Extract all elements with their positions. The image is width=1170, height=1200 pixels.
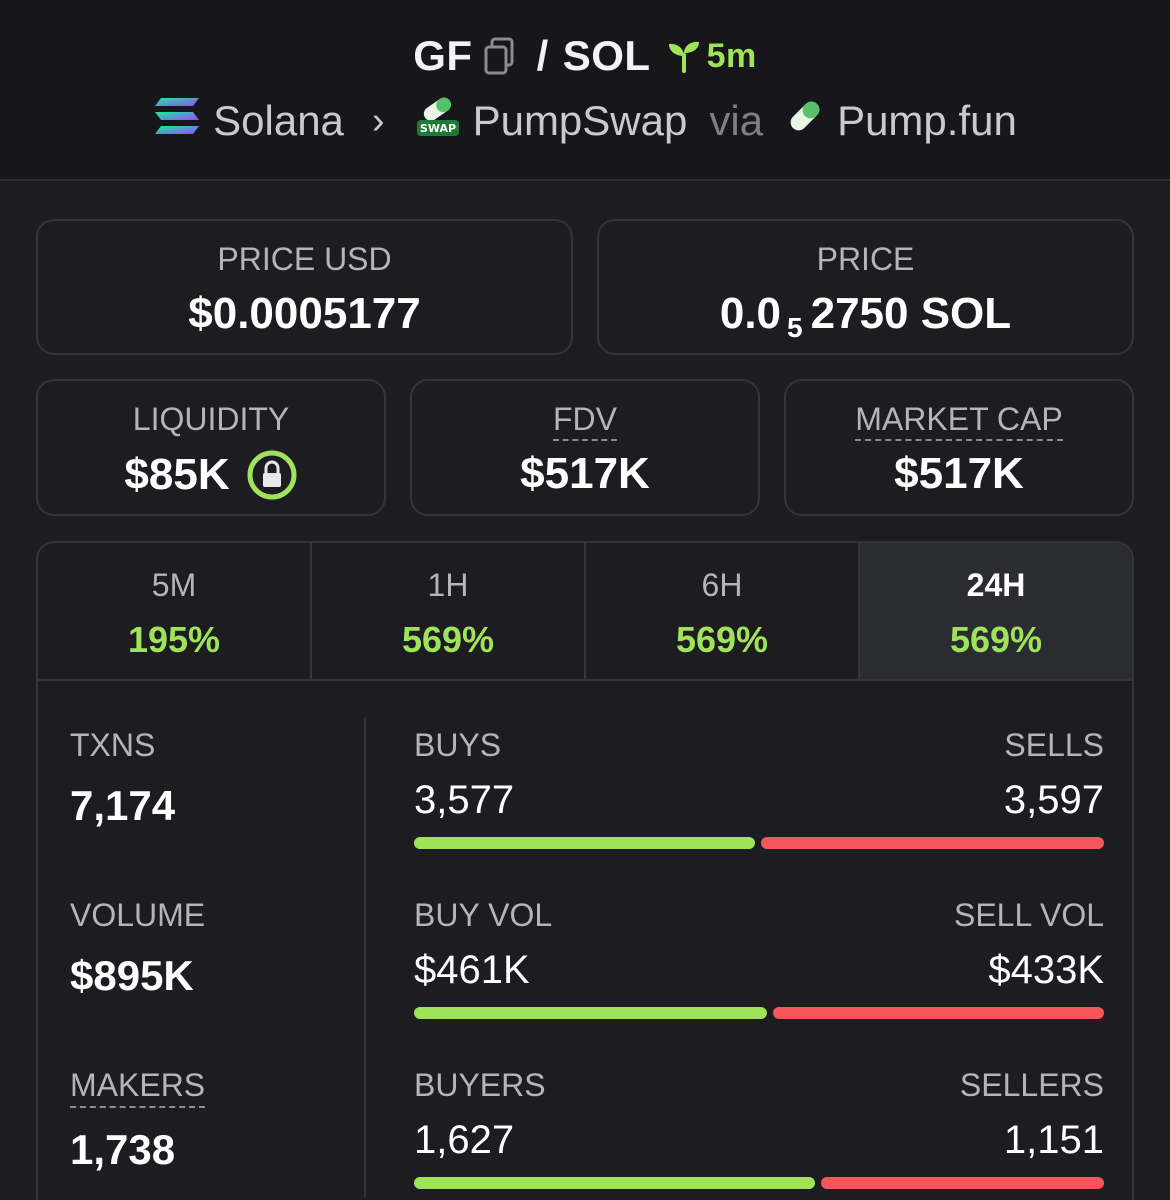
buys-sells-bar (414, 837, 1104, 849)
lock-icon[interactable] (246, 449, 298, 501)
tab-6h[interactable]: 6H 569% (586, 543, 860, 681)
launchpad-link[interactable]: Pump.fun (837, 97, 1017, 144)
buyers-value: 1,627 (414, 1118, 515, 1162)
via-label: via (709, 97, 764, 144)
pair-age: 5m (706, 36, 757, 75)
pair-separator: / (536, 32, 549, 79)
makers-label[interactable]: MAKERS (70, 1067, 206, 1108)
txns-stat: TXNS 7,174 (70, 727, 175, 830)
pair-age-badge: 5m (667, 37, 757, 76)
tab-label: 24H (966, 567, 1026, 603)
liquidity-card: LIQUIDITY $85K (36, 379, 386, 516)
buys-value: 3,577 (414, 778, 515, 822)
makers-pair: BUYERS SELLERS 1,627 1,151 (414, 1067, 1104, 1189)
tab-1h[interactable]: 1H 569% (312, 543, 586, 681)
buys-label: BUYS (414, 727, 502, 763)
buy-vol-value: $461K (414, 948, 530, 992)
price-usd-value: $0.0005177 (188, 289, 421, 338)
tab-change: 569% (401, 619, 495, 660)
fdv-label[interactable]: FDV (553, 401, 617, 441)
volume-label: VOLUME (70, 897, 206, 933)
quote-symbol: SOL (562, 32, 651, 79)
txns-value: 7,174 (70, 782, 176, 829)
tab-label: 1H (427, 567, 469, 603)
pumpswap-icon: SWAP (415, 94, 461, 148)
volume-value: $895K (70, 952, 194, 999)
market-cap-label[interactable]: MARKET CAP (855, 401, 1063, 441)
stats-panel: TXNS 7,174 VOLUME $895K MAKERS 1,738 BUY… (36, 679, 1134, 1200)
tab-24h[interactable]: 24H 569% (860, 543, 1132, 681)
market-cap-value: $517K (894, 449, 1024, 498)
price-prefix: 0.0 (719, 289, 782, 338)
sell-bar (761, 837, 1104, 849)
volume-stat: VOLUME $895K (70, 897, 205, 1000)
tab-label: 6H (701, 567, 743, 603)
fdv-label-wrap: FDV (412, 401, 758, 441)
fdv-value: $517K (520, 449, 650, 498)
buy-bar (414, 1007, 767, 1019)
sprout-icon (668, 41, 699, 73)
tab-5m[interactable]: 5M 195% (38, 543, 312, 681)
sell-vol-value: $433K (988, 948, 1104, 992)
txns-label: TXNS (70, 727, 156, 763)
pair-title: GF / SOL 5m (0, 28, 1170, 84)
buy-bar (414, 837, 756, 849)
pumpfun-icon (785, 96, 825, 146)
sell-bar (772, 1007, 1104, 1019)
pair-header: GF / SOL 5m Solana › SWAP PumpSwap via P… (0, 0, 1170, 181)
solana-icon (153, 96, 201, 146)
price-suffix: 2750 SOL (810, 289, 1012, 338)
liquidity-value: $85K (124, 450, 230, 499)
sellers-label: SELLERS (959, 1067, 1104, 1103)
mcap-label-wrap: MARKET CAP (786, 401, 1132, 441)
market-cap-card: MARKET CAP $517K (784, 379, 1134, 516)
dex-link[interactable]: PumpSwap (472, 97, 688, 144)
liquidity-label: LIQUIDITY (132, 401, 290, 437)
chevron-right-icon: › (371, 99, 385, 142)
tab-change: 195% (127, 619, 221, 660)
makers-stat: MAKERS 1,738 (70, 1067, 206, 1174)
svg-text:SWAP: SWAP (420, 122, 456, 135)
price-native-value: 0.0 5 2750 SOL (599, 289, 1132, 343)
sells-value: 3,597 (1003, 778, 1104, 822)
copy-icon[interactable] (483, 36, 517, 76)
volume-bar (414, 1007, 1104, 1019)
price-native-label: PRICE (816, 241, 915, 277)
makers-value: 1,738 (70, 1126, 176, 1173)
tab-change: 569% (675, 619, 769, 660)
price-usd-card: PRICE USD $0.0005177 (36, 219, 573, 355)
price-zero-count: 5 (787, 312, 803, 343)
chain-link[interactable]: Solana (213, 97, 344, 144)
price-native-card: PRICE 0.0 5 2750 SOL (597, 219, 1134, 355)
buy-vol-label: BUY VOL (414, 897, 553, 933)
base-symbol: GF (413, 32, 473, 79)
divider (364, 717, 366, 1197)
buys-sells-pair: BUYS SELLS 3,577 3,597 (414, 727, 1104, 849)
buyers-label: BUYERS (414, 1067, 546, 1103)
volume-pair: BUY VOL SELL VOL $461K $433K (414, 897, 1104, 1019)
sell-bar (820, 1177, 1104, 1189)
sells-label: SELLS (1004, 727, 1104, 763)
fdv-card: FDV $517K (410, 379, 760, 516)
breadcrumb: Solana › SWAP PumpSwap via Pump.fun (0, 94, 1170, 148)
price-usd-label: PRICE USD (217, 241, 392, 277)
buy-bar (414, 1177, 815, 1189)
timeframe-tabs: 5M 195% 1H 569% 6H 569% 24H 569% (36, 541, 1134, 681)
tab-change: 569% (949, 619, 1043, 660)
sell-vol-label: SELL VOL (953, 897, 1104, 933)
liquidity-row: $85K (38, 449, 384, 501)
makers-bar (414, 1177, 1104, 1189)
tab-label: 5M (151, 567, 197, 603)
sellers-value: 1,151 (1003, 1118, 1104, 1162)
